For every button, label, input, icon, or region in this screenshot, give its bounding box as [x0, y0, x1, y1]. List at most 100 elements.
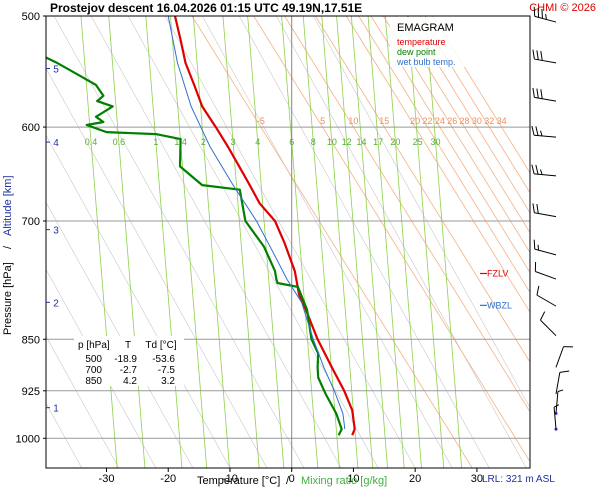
mixing-ratio-label: 0.6	[113, 137, 126, 147]
wind-barb	[536, 285, 557, 307]
wind-barb-staff	[534, 96, 557, 102]
x-tick-label: 20	[409, 473, 421, 485]
y-tick-label: 700	[22, 216, 40, 228]
wind-barb-flag	[531, 164, 535, 175]
x-tick-label: 30	[471, 473, 483, 485]
legend-wet-bulb: wet bulb temp.	[396, 57, 456, 67]
moist-adiabat	[90, 16, 342, 468]
wind-barb-staff	[555, 346, 564, 368]
wind-barb-staff	[536, 294, 557, 307]
mixing-ratio-line	[425, 16, 463, 468]
wind-barb-flag	[533, 239, 536, 250]
mixing-ratio-line	[350, 16, 388, 468]
legend: EMAGRAM temperature dew point wet bulb t…	[390, 17, 476, 67]
dry-adiabat	[358, 16, 530, 294]
wind-barb-flag	[536, 285, 540, 296]
dry-adiabat-label: 32	[484, 116, 494, 126]
mixing-ratio-label: 3	[231, 137, 236, 147]
mixing-ratio-label: 17	[373, 137, 383, 147]
wind-barb-staff	[555, 391, 559, 414]
chart-title: Prostejov descent 16.04.2026 01:15 UTC 4…	[50, 1, 362, 15]
table-cell: 3.2	[161, 376, 175, 387]
moist-adiabat	[238, 16, 490, 468]
moist-adiabat	[46, 134, 231, 468]
mixing-ratio-line	[170, 16, 208, 468]
moist-adiabat	[201, 16, 453, 468]
wind-barb-staff	[555, 372, 561, 395]
wind-barb-staff	[534, 58, 557, 64]
dry-adiabat	[432, 16, 530, 174]
wind-barb	[531, 125, 557, 138]
dry-adiabat	[370, 16, 530, 274]
wind-barb-staff	[534, 212, 557, 218]
fzlv-label: FZLV	[487, 268, 508, 278]
mixing-ratio-line	[247, 16, 285, 468]
moist-adiabat	[46, 201, 194, 468]
x-tick-label: -20	[160, 473, 176, 485]
wind-barb-flag	[533, 6, 536, 17]
table-cell: 850	[85, 376, 102, 387]
x-axis-label-separator: /	[286, 475, 290, 487]
table-cell: -18.9	[114, 354, 137, 365]
legend-dew-point: dew point	[397, 47, 436, 57]
mixing-ratio-label: 12	[342, 137, 352, 147]
wind-barb-flag	[559, 370, 570, 373]
mixing-ratio-label: 25	[413, 137, 423, 147]
wind-barb-flag	[536, 204, 539, 214]
mixing-ratio-line	[384, 16, 422, 468]
dry-adiabat-label: 30	[472, 116, 482, 126]
wind-barb-staff	[534, 15, 557, 23]
mixing-ratio-label: 20	[390, 137, 400, 147]
mixing-ratio-label: 4	[255, 137, 260, 147]
wind-barb	[534, 262, 557, 280]
dry-adiabat-label: 15	[379, 116, 389, 126]
wind-barb-half	[553, 404, 560, 408]
dry-adiabat-label: 24	[435, 116, 445, 126]
level-markers: FZLV WBZL	[480, 268, 512, 310]
wind-barb-half	[540, 130, 543, 137]
wind-barb-flag	[541, 8, 543, 19]
dry-adiabat-label: 10	[348, 116, 358, 126]
dry-adiabat	[420, 16, 530, 194]
y-tick-label: 925	[22, 386, 40, 398]
altitude-tick-label: 4	[53, 138, 59, 149]
moist-adiabat	[127, 16, 379, 468]
y-axis-title: Pressure [hPa] / Altitude [km]	[2, 175, 14, 335]
moist-adiabat	[46, 402, 83, 468]
wet_bulb-profile	[167, 16, 346, 430]
dry-adiabat	[407, 16, 530, 214]
dry-adiabat	[191, 16, 473, 468]
mixing-ratio-label: 1	[153, 137, 158, 147]
mixing-ratio-line	[302, 16, 340, 468]
dry-adiabat-label: 26	[447, 116, 457, 126]
mixing-ratio-line	[222, 16, 260, 468]
moist-adiabat	[46, 268, 157, 468]
table-cell: -53.6	[152, 354, 175, 365]
y-tick-label: 850	[22, 334, 40, 346]
wind-barb-half	[545, 14, 547, 20]
grid	[46, 16, 530, 468]
mixing-ratio-line	[367, 16, 405, 468]
wind-barb-staff	[535, 271, 557, 280]
wind-barb-staff	[534, 134, 557, 138]
wind-barb-flag	[537, 7, 540, 18]
wind-barb	[555, 370, 570, 395]
wind-barb-flag	[532, 87, 535, 98]
x-tick-label: -30	[99, 473, 115, 485]
wind-barb	[553, 404, 560, 431]
mixing-ratio-label: 8	[311, 137, 316, 147]
mixing-ratio-label: 14	[356, 137, 366, 147]
plot-frame	[45, 15, 531, 469]
dew_point-profile	[46, 56, 343, 436]
wind-barb	[532, 49, 557, 64]
x-axis: -30 -20 -10 0 10 20 30	[99, 468, 483, 485]
y-tick-label: 1000	[16, 433, 40, 445]
moist-adiabat	[164, 16, 416, 468]
dry-adiabat	[315, 16, 530, 363]
mixing-ratio-line	[281, 16, 319, 468]
legend-title: EMAGRAM	[397, 22, 454, 34]
wind-barb-flag	[536, 88, 539, 99]
mixing-ratio-line	[145, 16, 183, 468]
wind-barb	[532, 87, 557, 102]
wind-barb-half	[537, 244, 540, 251]
